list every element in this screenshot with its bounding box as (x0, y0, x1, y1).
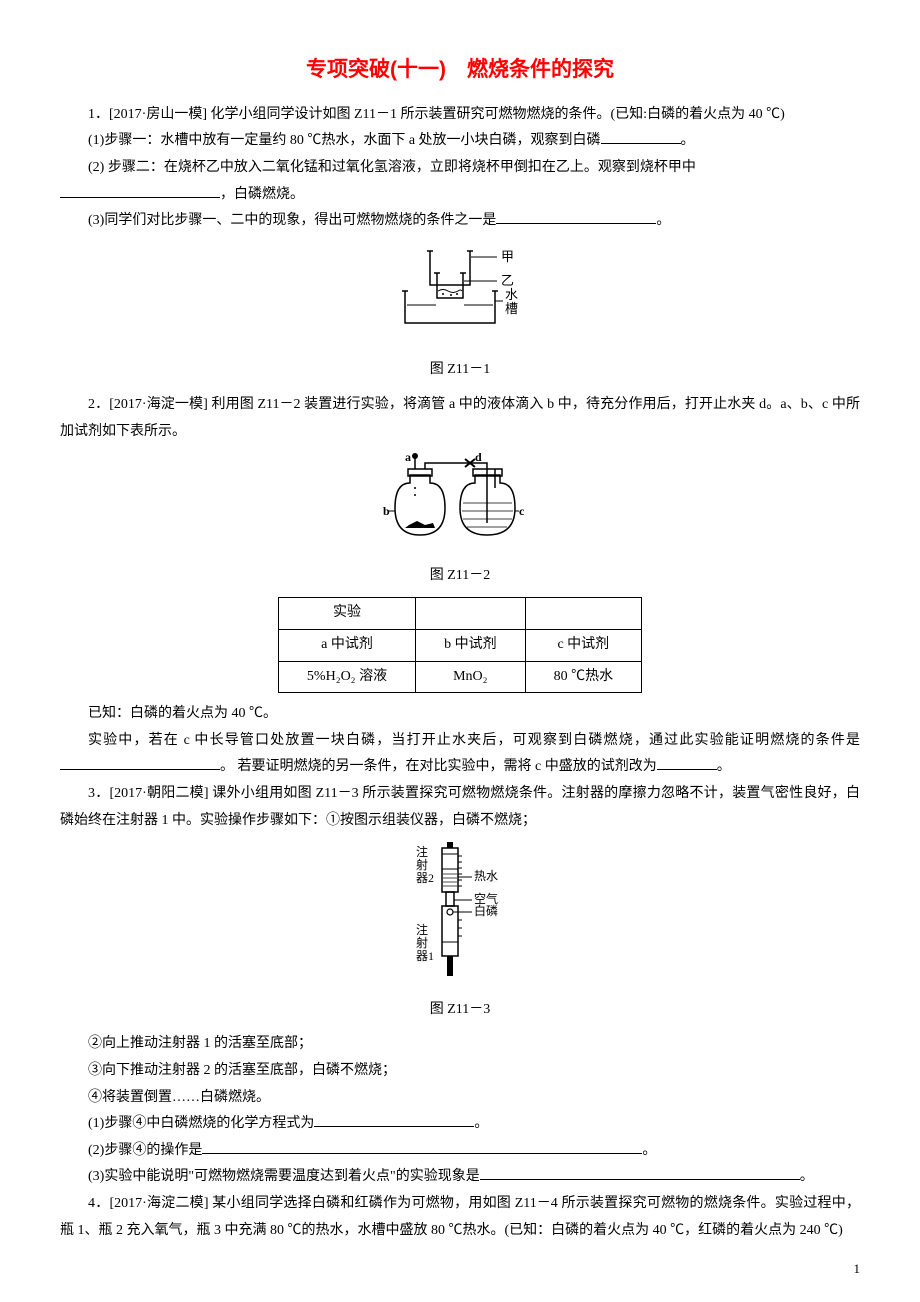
blank (60, 755, 220, 770)
q3-p2-a: (2)步骤④的操作是 (88, 1143, 202, 1158)
blank (496, 209, 656, 224)
q3-step4: ④将装置倒置……白磷燃烧。 (60, 1085, 860, 1112)
q3-part2: (2)步骤④的操作是 。 (60, 1138, 860, 1165)
label-yi: 乙 (501, 273, 514, 288)
q1-stem: 1．[2017·房山一模] 化学小组同学设计如图 Z11－1 所示装置研究可燃物… (60, 102, 860, 129)
blank (480, 1165, 800, 1180)
q2-body-c: 。 (717, 759, 731, 774)
table-row: a 中试剂 b 中试剂 c 中试剂 (278, 630, 641, 662)
table-cell: c 中试剂 (525, 630, 642, 662)
blank (657, 755, 717, 770)
q3-part1: (1)步骤④中白磷燃烧的化学方程式为 。 (60, 1111, 860, 1138)
q1-p2-text-a: (2) 步骤二：在烧杯乙中放入二氧化锰和过氧化氢溶液，立即将烧杯甲倒扣在乙上。观… (60, 155, 696, 182)
q2-body-b: 。 若要证明燃烧的另一条件，在对比实验中，需将 c 中盛放的试剂改为 (220, 759, 657, 774)
label-d: d (475, 453, 482, 464)
q1-p2-text-b: ，白磷燃烧。 (220, 187, 304, 202)
q2-body: 实验中，若在 c 中长导管口处放置一块白磷，当打开止水夹后，可观察到白磷燃烧，通… (60, 728, 860, 781)
page-title: 专项突破(十一) 燃烧条件的探究 (60, 50, 860, 90)
label-s1-3: 器1 (416, 949, 434, 963)
q1-p3-text-b: 。 (656, 213, 670, 228)
label-a: a (405, 453, 411, 464)
label-b: b (383, 504, 390, 518)
figure-z11-1: 甲 乙 水 槽 (60, 243, 860, 354)
table-row: 5%H₂O₂ 溶液 MnO₂ 80 ℃热水 (278, 661, 641, 693)
table-cell: 5%H₂O₂ 溶液 (278, 661, 415, 693)
label-s1-2: 射 (416, 935, 428, 950)
q1-p3-text-a: (3)同学们对比步骤一、二中的现象，得出可燃物燃烧的条件之一是 (88, 213, 496, 228)
q2-body-a: 实验中，若在 c 中长导管口处放置一块白磷，当打开止水夹后，可观察到白磷燃烧，通… (88, 733, 860, 748)
label-wp: 白磷 (474, 903, 498, 918)
q3-step2: ②向上推动注射器 1 的活塞至底部； (60, 1031, 860, 1058)
q1-p1-text-b: 。 (681, 133, 695, 148)
q3-part3: (3)实验中能说明"可燃物燃烧需要温度达到着火点"的实验现象是 。 (60, 1164, 860, 1191)
table-cell: a 中试剂 (278, 630, 415, 662)
label-s2-2: 射 (416, 857, 428, 872)
page-number: 1 (854, 1257, 861, 1282)
table-cell (525, 598, 642, 630)
figure-z11-2: a d b c (60, 453, 860, 559)
blank (314, 1112, 474, 1127)
q3-p1-b: 。 (474, 1116, 488, 1131)
label-s2-3: 器2 (416, 871, 434, 885)
table-cell (416, 598, 526, 630)
blank (601, 129, 681, 144)
label-jia: 甲 (501, 249, 514, 264)
q3-p2-b: 。 (642, 1143, 656, 1158)
q3-step3: ③向下推动注射器 2 的活塞至底部，白磷不燃烧； (60, 1058, 860, 1085)
label-s1-1: 注 (416, 922, 428, 937)
q4-stem: 4．[2017·海淀二模] 某小组同学选择白磷和红磷作为可燃物，用如图 Z11－… (60, 1191, 860, 1244)
label-s2-1: 注 (416, 844, 428, 859)
q3-p3-a: (3)实验中能说明"可燃物燃烧需要温度达到着火点"的实验现象是 (88, 1169, 480, 1184)
q1-part2: (2) 步骤二：在烧杯乙中放入二氧化锰和过氧化氢溶液，立即将烧杯甲倒扣在乙上。观… (60, 155, 860, 208)
q2-stem: 2．[2017·海淀一模] 利用图 Z11－2 装置进行实验，将滴管 a 中的液… (60, 392, 860, 445)
label-cao-1: 水 (505, 287, 518, 302)
table-cell: MnO₂ (416, 661, 526, 693)
blank (202, 1139, 642, 1154)
q2-known: 已知：白磷的着火点为 40 ℃。 (60, 701, 860, 728)
figure-z11-3-caption: 图 Z11－3 (60, 997, 860, 1024)
reagent-table: 实验 a 中试剂 b 中试剂 c 中试剂 5%H₂O₂ 溶液 MnO₂ 80 ℃… (278, 597, 642, 693)
q3-p1-a: (1)步骤④中白磷燃烧的化学方程式为 (88, 1116, 314, 1131)
figure-z11-3: 注 射 器2 热水 空气 白磷 注 射 器1 (60, 842, 860, 993)
q1-p1-text-a: (1)步骤一：水槽中放有一定量约 80 ℃热水，水面下 a 处放一小块白磷，观察… (88, 133, 601, 148)
q3-stem: 3．[2017·朝阳二模] 课外小组用如图 Z11－3 所示装置探究可燃物燃烧条… (60, 781, 860, 834)
label-hot: 热水 (474, 869, 498, 883)
label-cao-2: 槽 (505, 301, 518, 316)
q1-part3: (3)同学们对比步骤一、二中的现象，得出可燃物燃烧的条件之一是 。 (60, 208, 860, 235)
table-row: 实验 (278, 598, 641, 630)
label-c: c (519, 504, 525, 518)
figure-z11-1-caption: 图 Z11－1 (60, 357, 860, 384)
table-cell: 80 ℃热水 (525, 661, 642, 693)
q1-part1: (1)步骤一：水槽中放有一定量约 80 ℃热水，水面下 a 处放一小块白磷，观察… (60, 128, 860, 155)
table-cell: b 中试剂 (416, 630, 526, 662)
table-cell: 实验 (278, 598, 415, 630)
q3-p3-b: 。 (800, 1169, 814, 1184)
blank (60, 183, 220, 198)
figure-z11-2-caption: 图 Z11－2 (60, 563, 860, 590)
